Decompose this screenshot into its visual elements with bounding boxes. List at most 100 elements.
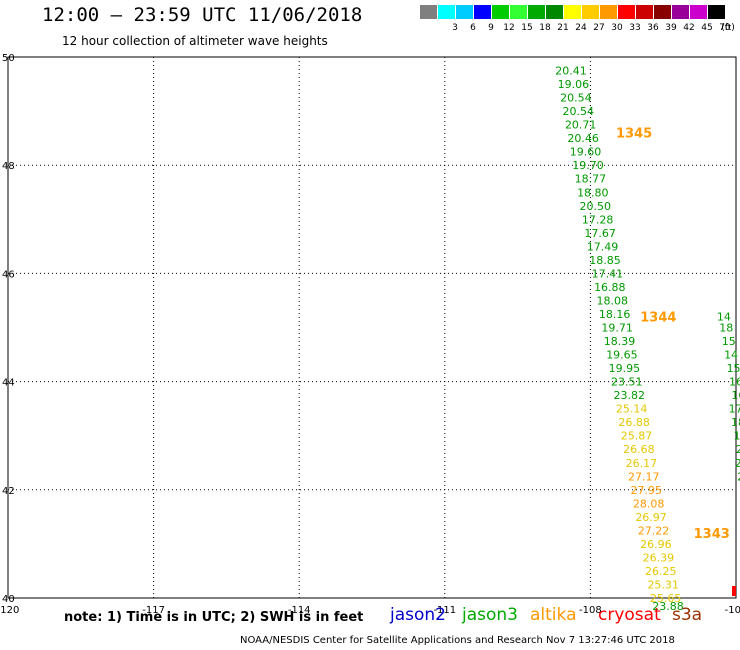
legend-item-jason3: jason3 <box>462 605 518 625</box>
wave-height-point: 14 <box>717 311 731 324</box>
wave-height-point: 27.22 <box>638 524 670 537</box>
color-swatch <box>582 5 599 19</box>
legend-item-cryosat: cryosat <box>598 605 661 625</box>
latitude-tick-label: 44 <box>2 378 15 389</box>
legend-item-s3a: s3a <box>672 605 703 625</box>
wave-height-point: 18.08 <box>596 294 628 307</box>
wave-height-point: 25.14 <box>616 403 648 416</box>
pass-time-label: 1343 <box>694 527 730 542</box>
color-swatch <box>708 5 725 19</box>
wave-height-point: 19.70 <box>572 159 604 172</box>
color-scale-unit: (ft) <box>721 23 735 33</box>
color-swatch <box>438 5 455 19</box>
wave-height-point: 20.46 <box>567 132 599 145</box>
wave-height-point: 19.60 <box>570 146 602 159</box>
longitude-tick-label: -108 <box>579 605 602 616</box>
longitude-tick-label: -117 <box>142 605 165 616</box>
color-swatch <box>600 5 617 19</box>
wave-height-point: 20.41 <box>555 65 587 78</box>
longitude-tick-label: -114 <box>288 605 311 616</box>
wave-height-point: 23.82 <box>613 389 645 402</box>
wave-height-point: 19.06 <box>558 78 590 91</box>
color-swatch <box>492 5 509 19</box>
latitude-tick-label: 46 <box>2 269 15 280</box>
color-swatch <box>546 5 563 19</box>
color-swatch <box>456 5 473 19</box>
color-swatch <box>618 5 635 19</box>
color-swatch <box>654 5 671 19</box>
color-scale-label: 21 <box>557 23 569 33</box>
color-scale-label: 70 <box>719 23 731 33</box>
color-swatch <box>690 5 707 19</box>
wave-height-point: 26.88 <box>618 416 650 429</box>
wave-height-point: 18.1 <box>733 430 740 443</box>
wave-height-point: 20.50 <box>580 200 612 213</box>
map-title: 12:00 – 23:59 UTC 11/06/2018 <box>42 4 363 26</box>
wave-height-point: 20.54 <box>560 92 592 105</box>
wave-height-point: 18 <box>719 322 733 335</box>
wave-height-point: 17.49 <box>587 240 619 253</box>
wave-height-point: 21.3 <box>736 443 740 456</box>
wave-height-point: 27.95 <box>630 484 662 497</box>
wave-height-point: 27.17 <box>628 470 660 483</box>
wave-height-point: 20.09 <box>735 457 740 470</box>
wave-height-point: 25.87 <box>621 430 653 443</box>
wave-height-point: 18.77 <box>575 173 607 186</box>
color-scale-label: 24 <box>575 23 587 33</box>
wave-height-point: 18.39 <box>604 335 636 348</box>
longitude-tick-label: -105 <box>725 605 740 616</box>
wave-height-point: 20.65 <box>737 470 740 483</box>
color-swatch <box>420 5 437 19</box>
color-swatch <box>636 5 653 19</box>
longitude-tick-label: -120 <box>0 605 19 616</box>
color-scale-label: 15 <box>521 23 533 33</box>
pass-time-label: 1345 <box>616 127 652 142</box>
wave-height-point: 18.85 <box>589 254 621 267</box>
wave-height-point: 17.41 <box>592 267 624 280</box>
color-swatch <box>528 5 545 19</box>
wave-height-point: 18.80 <box>577 186 609 199</box>
wave-height-point: 19.71 <box>601 322 633 335</box>
cryosat-track-fragment <box>732 586 736 596</box>
wave-height-point: 15 <box>722 335 736 348</box>
wave-height-point: 20.71 <box>565 119 597 132</box>
wave-height-point: 19.65 <box>606 349 638 362</box>
wave-height-point: 19.95 <box>609 362 641 375</box>
wave-height-point: 16.88 <box>594 281 626 294</box>
wave-height-point: 18.16 <box>599 308 631 321</box>
pass-time-label: 1344 <box>640 311 676 326</box>
color-swatch <box>672 5 689 19</box>
color-scale-label: 45 <box>701 23 713 33</box>
wave-height-point: 23.88 <box>652 600 684 613</box>
wave-height-point: 26.96 <box>640 538 672 551</box>
color-scale-label: 39 <box>665 23 677 33</box>
color-swatch <box>564 5 581 19</box>
color-swatch <box>510 5 527 19</box>
wave-height-point: 15 <box>727 362 740 375</box>
color-scale-label: 18 <box>539 23 551 33</box>
wave-height-point: 25.65 <box>650 592 682 605</box>
credit-line: NOAA/NESDIS Center for Satellite Applica… <box>240 635 675 646</box>
wave-height-point: 20.54 <box>563 105 595 118</box>
color-swatch <box>474 5 491 19</box>
wave-height-point: 25.31 <box>647 578 679 591</box>
wave-height-point: 26.68 <box>623 443 655 456</box>
wave-height-point: 16 <box>729 376 740 389</box>
latitude-tick-label: 48 <box>2 161 15 172</box>
latitude-tick-label: 40 <box>2 594 15 605</box>
wave-height-point: 26.97 <box>635 511 667 524</box>
latitude-tick-label: 42 <box>2 486 15 497</box>
wave-height-point: 18.5 <box>731 416 740 429</box>
color-scale-label: 36 <box>647 23 659 33</box>
color-scale-label: 30 <box>611 23 623 33</box>
color-scale-label: 3 <box>452 23 458 33</box>
wave-height-point: 17.5 <box>729 403 740 416</box>
longitude-tick-label: -111 <box>433 605 456 616</box>
footnote: note: 1) Time is in UTC; 2) SWH is in fe… <box>64 610 364 625</box>
wave-height-point: 16 <box>731 389 740 402</box>
wave-height-point: 23.51 <box>611 376 643 389</box>
wave-height-point: 14 <box>724 349 738 362</box>
color-scale-label: 9 <box>488 23 494 33</box>
wave-height-point: 17.28 <box>582 213 614 226</box>
